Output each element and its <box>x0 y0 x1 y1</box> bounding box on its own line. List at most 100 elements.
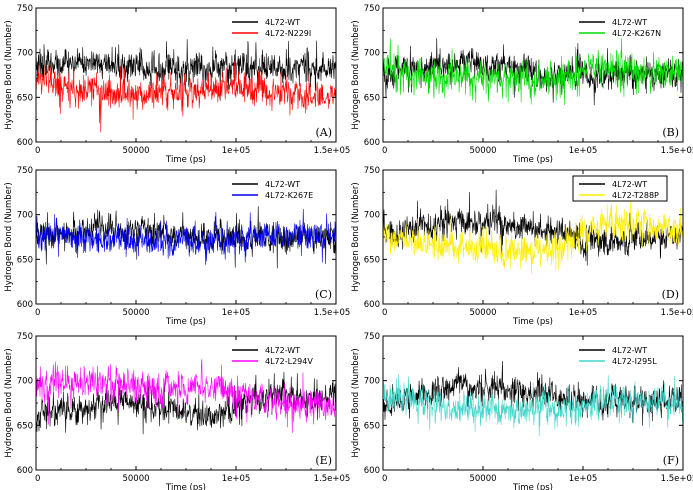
panel-b-xtick-label: 50000 <box>469 146 496 156</box>
panel-e-ytick-label: 600 <box>17 466 33 476</box>
panel-a-ytick-label: 650 <box>17 93 33 103</box>
panel-b-xtick-label: 0 <box>382 146 387 156</box>
panel-c-xtick-label: 50000 <box>122 308 149 318</box>
panel-b-xtick-label: 1e+05 <box>569 146 598 156</box>
panel-b-x-axis-title: Time (ps) <box>512 155 553 165</box>
panel-e-label: (E) <box>315 454 332 467</box>
panel-b-xtick-label: 1.5e+05 <box>661 146 693 156</box>
panel-f-xtick-label: 50000 <box>469 474 496 484</box>
panel-d-xtick-label: 1e+05 <box>569 308 598 318</box>
panel-d-series-1-line <box>383 201 683 274</box>
panel-e: 0 50000 1e+05 1.5e+05 600 650 700 750 Time (ps) H… <box>4 332 350 490</box>
panel-f-series-1-line <box>383 374 683 437</box>
panel-b-series-1-line <box>383 38 683 105</box>
panel-a-ytick-label: 750 <box>17 4 33 14</box>
panel-c-xtick-label: 1.5e+05 <box>314 308 351 318</box>
panel-d: 0 50000 1e+05 1.5e+05 600 650 700 750 Time (ps) H… <box>351 166 693 327</box>
panel-f-y-axis-title: Hydrogen Bond (Number) <box>351 348 361 457</box>
panel-f-legend-label-0: 4L72-WT <box>612 346 647 355</box>
panel-c-xtick-label: 0 <box>35 308 40 318</box>
panel-f-ytick-label: 650 <box>364 421 380 431</box>
panel-e-legend-label-0: 4L72-WT <box>265 346 300 355</box>
panel-c-y-axis-title: Hydrogen Bond (Number) <box>4 182 14 291</box>
panel-d-xtick-label: 50000 <box>469 308 496 318</box>
panel-a-xtick-label: 0 <box>35 146 40 156</box>
panel-f-legend-label-1: 4L72-I295L <box>612 357 657 366</box>
panel-a: 0 50000 1e+05 1.5e+05 600 650 700 750 Time (ps) H… <box>4 4 350 165</box>
panel-e-xtick-label: 1.5e+05 <box>314 474 351 484</box>
panel-a-xtick-label: 1.5e+05 <box>314 146 351 156</box>
panel-e-legend-label-1: 4L72-L294V <box>265 357 313 366</box>
panel-d-xtick-label: 0 <box>382 308 387 318</box>
panel-b-legend-label-1: 4L72-K267N <box>612 29 661 38</box>
panel-b-ytick-label: 700 <box>364 49 380 59</box>
panel-f-ytick-label: 750 <box>364 332 380 342</box>
panel-b-legend-label-0: 4L72-WT <box>612 18 647 27</box>
panel-c-legend-label-1: 4L72-K267E <box>265 191 313 200</box>
panel-e-x-axis-title: Time (ps) <box>165 483 206 490</box>
panel-c-legend-label-0: 4L72-WT <box>265 180 300 189</box>
panel-f-x-axis-title: Time (ps) <box>512 483 553 490</box>
panel-e-ytick-label: 650 <box>17 421 33 431</box>
panel-a-xtick-label: 50000 <box>122 146 149 156</box>
panel-d-ytick-label: 750 <box>364 166 380 176</box>
panel-d-ytick-label: 650 <box>364 255 380 265</box>
panel-c-ytick-label: 600 <box>17 300 33 310</box>
panel-d-legend-label-0: 4L72-WT <box>612 180 647 189</box>
panel-a-y-axis-title: Hydrogen Bond (Number) <box>4 20 14 129</box>
panel-f-ytick-label: 700 <box>364 377 380 387</box>
panel-d-label: (D) <box>662 288 679 301</box>
panel-a-ytick-label: 600 <box>17 138 33 148</box>
panel-e-ytick-label: 750 <box>17 332 33 342</box>
panel-a-legend-label-0: 4L72-WT <box>265 18 300 27</box>
panel-e-series-1-line <box>36 359 336 433</box>
panel-a-ytick-label: 700 <box>17 49 33 59</box>
panel-c-ytick-label: 650 <box>17 255 33 265</box>
panel-a-x-axis-title: Time (ps) <box>165 155 206 165</box>
panel-b-traces <box>383 38 683 106</box>
panel-c-ytick-label: 750 <box>17 166 33 176</box>
panel-a-xtick-label: 1e+05 <box>222 146 251 156</box>
panel-f-traces <box>383 360 683 437</box>
panel-d-traces <box>383 189 683 274</box>
panel-e-series-0-line <box>36 371 336 435</box>
panel-d-ytick-label: 700 <box>364 211 380 221</box>
panel-b: 0 50000 1e+05 1.5e+05 600 650 700 750 Time (ps) H… <box>351 4 693 165</box>
panel-d-y-axis-title: Hydrogen Bond (Number) <box>351 182 361 291</box>
panel-c-ytick-label: 700 <box>17 211 33 221</box>
panel-f-label: (F) <box>663 454 679 467</box>
panel-c-xtick-label: 1e+05 <box>222 308 251 318</box>
panel-e-xtick-label: 50000 <box>122 474 149 484</box>
panel-b-ytick-label: 600 <box>364 138 380 148</box>
panel-f: 0 50000 1e+05 1.5e+05 600 650 700 750 Time (ps) H… <box>351 332 693 490</box>
panel-d-x-axis-title: Time (ps) <box>512 317 553 327</box>
panel-a-label: (A) <box>315 126 332 139</box>
panel-e-traces <box>36 359 336 435</box>
panel-f-xtick-label: 0 <box>382 474 387 484</box>
panel-c-label: (C) <box>315 288 332 301</box>
panel-a-series-0-line <box>36 39 336 101</box>
panel-c: 0 50000 1e+05 1.5e+05 600 650 700 750 Time (ps) H… <box>4 166 350 327</box>
panel-e-xtick-label: 0 <box>35 474 40 484</box>
panel-d-xtick-label: 1.5e+05 <box>661 308 693 318</box>
panel-b-ytick-label: 750 <box>364 4 380 14</box>
panel-d-legend-box <box>572 175 668 202</box>
panel-a-legend-label-1: 4L72-N229I <box>265 29 311 38</box>
panel-f-ytick-label: 600 <box>364 466 380 476</box>
panel-a-series-1-line <box>36 58 336 133</box>
panel-f-xtick-label: 1e+05 <box>569 474 598 484</box>
panel-a-traces <box>36 39 336 133</box>
panel-f-xtick-label: 1.5e+05 <box>661 474 693 484</box>
panel-b-ytick-label: 650 <box>364 93 380 103</box>
panel-c-series-1-line <box>36 208 336 265</box>
panel-e-ytick-label: 700 <box>17 377 33 387</box>
panel-e-y-axis-title: Hydrogen Bond (Number) <box>4 348 14 457</box>
panel-d-legend-label-1: 4L72-T288P <box>612 191 659 200</box>
panel-b-y-axis-title: Hydrogen Bond (Number) <box>351 20 361 129</box>
panel-b-label: (B) <box>662 126 679 139</box>
panel-e-xtick-label: 1e+05 <box>222 474 251 484</box>
panel-c-traces <box>36 206 336 269</box>
panel-d-series-0-line <box>383 189 683 266</box>
panel-c-x-axis-title: Time (ps) <box>165 317 206 327</box>
